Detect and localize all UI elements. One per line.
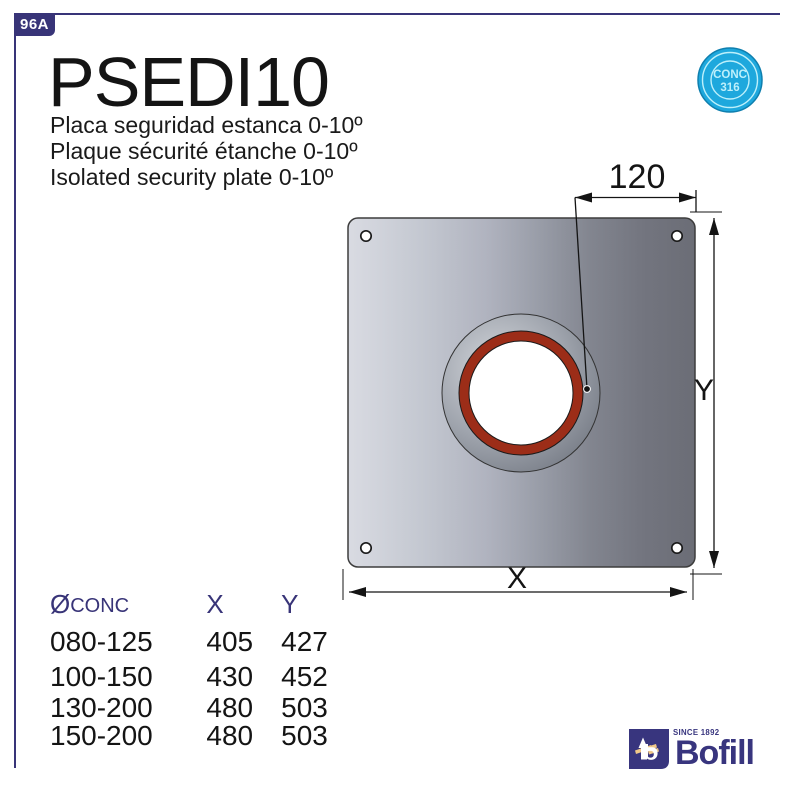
svg-text:Y: Y <box>694 374 714 407</box>
svg-text:120: 120 <box>609 158 666 196</box>
svg-text:X: X <box>507 562 527 595</box>
